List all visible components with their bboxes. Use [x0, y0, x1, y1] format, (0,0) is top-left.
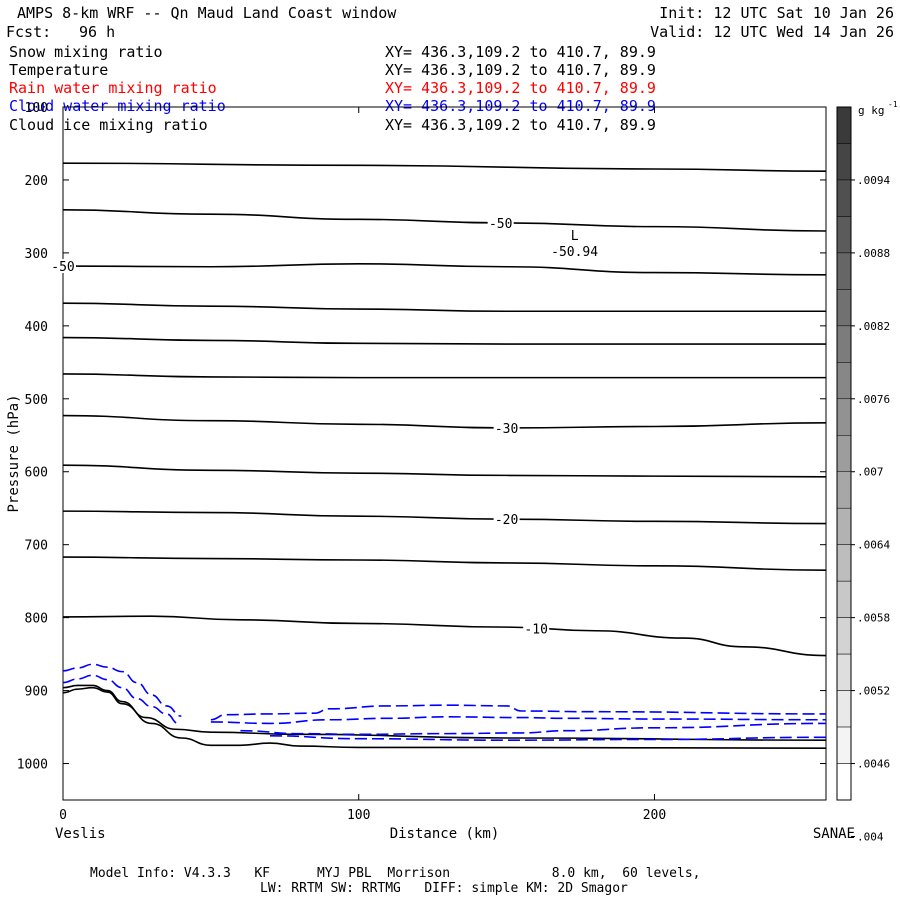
temperature-contour — [62, 336, 826, 345]
plot-frame — [62, 106, 827, 801]
cloud-water-contour — [210, 704, 827, 721]
valid-time: Valid: 12 UTC Wed 14 Jan 26 — [650, 23, 894, 41]
contour-label-bg — [50, 259, 76, 274]
temperature-contour — [62, 510, 827, 525]
colorbar-label: .0094 — [857, 174, 890, 187]
colorbar-segment — [836, 690, 852, 728]
cloud-water-contour — [62, 674, 179, 725]
temperature-contour — [62, 414, 827, 429]
forecast-label: Fcst: — [6, 23, 52, 41]
y-tick-label: 500 — [25, 393, 48, 408]
y-tick-label: 400 — [25, 320, 48, 335]
x-end-label-left: Veslis — [55, 826, 106, 842]
terrain-line — [62, 684, 827, 741]
colorbar-label: .007 — [857, 466, 884, 479]
field-xy: XY= 436.3,109.2 to 410.7, 89.9 — [385, 61, 656, 79]
y-tick-label: 1000 — [17, 758, 48, 773]
min-marker: L — [571, 229, 579, 244]
colorbar-segment — [836, 252, 852, 290]
field-name: Cloud ice mixing ratio — [9, 116, 208, 134]
colorbar-segment — [836, 507, 852, 545]
field-name: Temperature — [9, 61, 109, 79]
colorbar-label: .0088 — [857, 247, 890, 260]
colorbar-segment — [836, 471, 852, 509]
colorbar-segment — [836, 325, 852, 363]
colorbar-unit: g kg — [858, 104, 885, 117]
contour-label: -10 — [524, 622, 547, 637]
field-xy: XY= 436.3,109.2 to 410.7, 89.9 — [385, 43, 656, 61]
temperature-contour — [62, 373, 826, 379]
colorbar-segment — [836, 362, 852, 400]
init-time: Init: 12 UTC Sat 10 Jan 26 — [659, 4, 894, 22]
field-name: Cloud water mixing ratio — [9, 97, 226, 115]
forecast-hour: 96 h — [79, 23, 116, 41]
model-info-line2: LW: RRTM SW: RRTMG DIFF: simple KM: 2D S… — [260, 881, 628, 896]
field-name: Rain water mixing ratio — [9, 79, 217, 97]
y-tick-label: 900 — [25, 685, 48, 700]
contour-label-bg — [493, 420, 520, 435]
colorbar-segment — [836, 398, 852, 436]
colorbar-segment — [836, 726, 852, 764]
x-tick-label: 200 — [643, 808, 666, 823]
colorbar-frame — [836, 106, 852, 801]
colorbar-segment — [836, 179, 852, 217]
colorbar-label: .004 — [857, 830, 884, 843]
colorbar-segment — [836, 106, 852, 144]
temperature-contour — [62, 615, 827, 657]
contour-label-bg — [487, 215, 514, 230]
colorbar-segment — [836, 435, 852, 472]
cloud-water-contour — [210, 716, 827, 725]
colorbar-label: .0082 — [857, 320, 890, 333]
temperature-contour — [62, 209, 827, 232]
cloud-water-contour — [270, 735, 827, 741]
colorbar-segment — [836, 617, 852, 655]
y-axis-label: Pressure (hPa) — [6, 394, 22, 512]
field-xy: XY= 436.3,109.2 to 410.7, 89.9 — [385, 79, 656, 97]
chart-title: AMPS 8-km WRF -- Qn Maud Land Coast wind… — [17, 4, 397, 22]
colorbar-segment — [836, 653, 852, 691]
temperature-contour — [62, 302, 826, 313]
colorbar-segment — [836, 289, 852, 327]
y-tick-label: 600 — [25, 466, 48, 481]
x-tick-label: 100 — [347, 808, 370, 823]
colorbar-segment — [836, 763, 852, 801]
colorbar-label: .0064 — [857, 539, 890, 552]
x-end-label-right: SANAE — [813, 826, 855, 842]
contour-label: -50 — [51, 260, 74, 275]
y-tick-label: 300 — [25, 247, 48, 262]
contour-label-bg — [523, 621, 550, 636]
temperature-contour — [62, 464, 827, 478]
x-axis-label: Distance (km) — [390, 826, 500, 842]
colorbar-segment — [836, 216, 852, 254]
cloud-water-contour — [240, 722, 827, 736]
colorbar-unit-exponent: -1 — [888, 100, 898, 109]
temperature-contour — [62, 556, 827, 572]
temperature-contour — [62, 263, 827, 276]
colorbar-segment — [836, 544, 852, 582]
contour-label: -30 — [495, 422, 518, 437]
contour-label: -20 — [495, 513, 518, 528]
colorbar-segment — [836, 143, 852, 181]
y-tick-label: 200 — [25, 174, 48, 189]
colorbar-label: .0052 — [857, 685, 890, 698]
colorbar-label: .0076 — [857, 393, 890, 406]
colorbar-label: .0058 — [857, 612, 890, 625]
colorbar-segment — [836, 580, 852, 618]
temperature-contour — [62, 162, 827, 172]
contour-label: -50 — [489, 217, 512, 232]
model-info-line1: Model Info: V4.3.3 KF MYJ PBL Morrison 8… — [90, 866, 701, 881]
y-tick-label: 100 — [25, 101, 48, 116]
y-tick-label: 800 — [25, 612, 48, 627]
y-tick-label: 700 — [25, 539, 48, 554]
colorbar-label: .0046 — [857, 758, 890, 771]
field-name: Snow mixing ratio — [9, 43, 163, 61]
cloud-water-contour — [62, 663, 182, 717]
contour-label-bg — [493, 512, 520, 527]
terrain-line — [62, 686, 827, 750]
field-xy: XY= 436.3,109.2 to 410.7, 89.9 — [385, 116, 656, 134]
field-xy: XY= 436.3,109.2 to 410.7, 89.9 — [385, 97, 656, 115]
x-tick-label: 0 — [59, 808, 67, 823]
min-value: -50.94 — [551, 245, 598, 260]
